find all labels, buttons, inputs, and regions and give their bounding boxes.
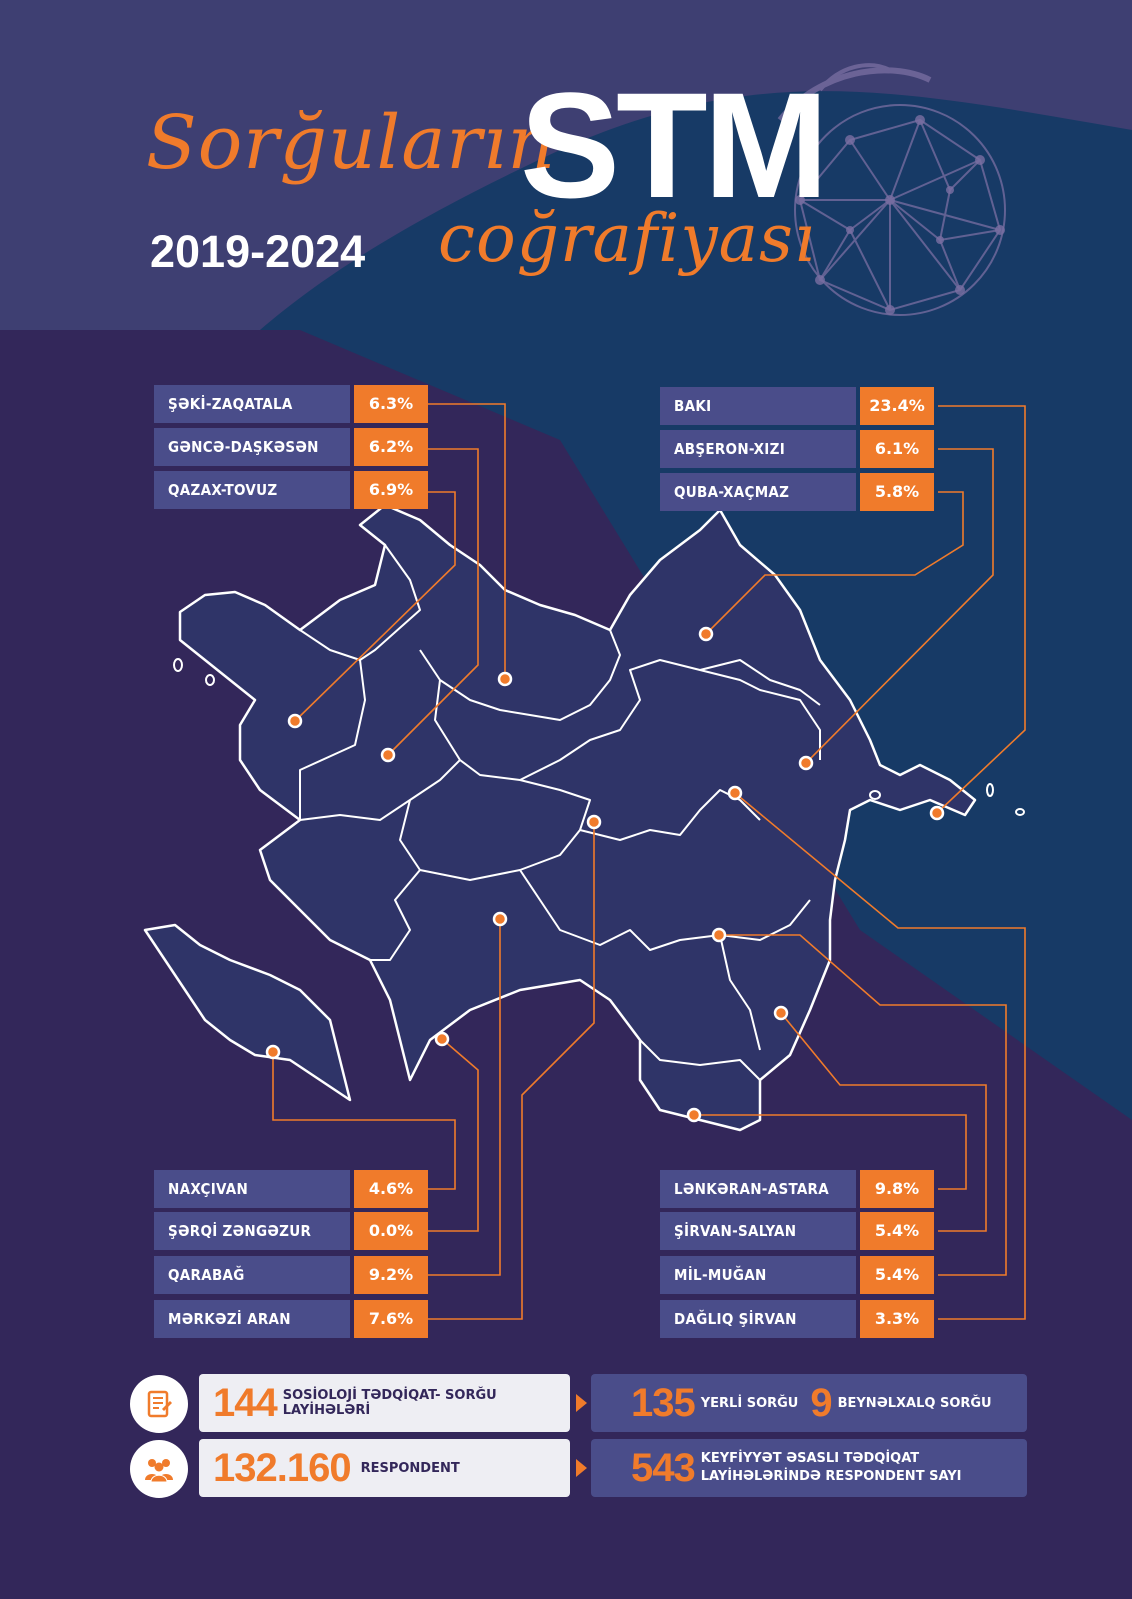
- region-name: GƏNCƏ-DAŞKƏSƏN: [154, 428, 350, 466]
- region-name: BAKI: [660, 387, 856, 425]
- dot-baki: [929, 805, 945, 821]
- region-name: MİL-MUĞAN: [660, 1256, 856, 1294]
- connector-gence: [387, 448, 479, 756]
- region-value: 6.9%: [354, 471, 428, 509]
- connector-quba: [705, 491, 964, 635]
- region-seki-zaqatala: ŞƏKİ-ZAQATALA 6.3%: [154, 385, 428, 423]
- dot-seki: [497, 671, 513, 687]
- connector-sirvan: [780, 1012, 987, 1232]
- region-value: 6.3%: [354, 385, 428, 423]
- connector-seki: [428, 403, 506, 679]
- arrow-right-icon: [576, 1394, 587, 1412]
- region-serqi-zengezur: ŞƏRQİ ZƏNGƏZUR 0.0%: [154, 1212, 428, 1250]
- connector-serqi: [428, 1038, 479, 1232]
- connector-abseron: [805, 448, 994, 764]
- dot-qarabag: [492, 911, 508, 927]
- region-value: 9.2%: [354, 1256, 428, 1294]
- region-dagliq-sirvan: DAĞLIQ ŞİRVAN 3.3%: [660, 1300, 934, 1338]
- network-globe-icon: [777, 63, 1006, 316]
- qualitative-stat: 543 KEYFİYYƏT ƏSASLI TƏDQİQAT LAYİHƏLƏRİ…: [591, 1439, 1027, 1497]
- region-name: ŞİRVAN-SALYAN: [660, 1212, 856, 1250]
- region-name: LƏNKƏRAN-ASTARA: [660, 1170, 856, 1208]
- projects-label: SOSİOLOJİ TƏDQİQAT- SORĞU LAYİHƏLƏRİ: [282, 1388, 497, 1418]
- region-name: ŞƏRQİ ZƏNGƏZUR: [154, 1212, 350, 1250]
- dot-abseron: [798, 755, 814, 771]
- connector-qazax: [294, 491, 456, 722]
- region-qarabag: QARABAĞ 9.2%: [154, 1256, 428, 1294]
- dot-dagliq: [727, 785, 743, 801]
- dot-merkezi: [586, 814, 602, 830]
- region-value: 7.6%: [354, 1300, 428, 1338]
- qualitative-label-line-1: KEYFİYYƏT ƏSASLI TƏDQİQAT: [700, 1451, 920, 1466]
- connector-mil: [719, 934, 1007, 1276]
- projects-stat: 144 SOSİOLOJİ TƏDQİQAT- SORĞU LAYİHƏLƏRİ: [199, 1374, 570, 1432]
- region-naxcivan: NAXÇIVAN 4.6%: [154, 1170, 428, 1208]
- qualitative-label-line-2: LAYİHƏLƏRİNDƏ RESPONDENT SAYI: [700, 1469, 962, 1484]
- region-name: ŞƏKİ-ZAQATALA: [154, 385, 350, 423]
- region-name: NAXÇIVAN: [154, 1170, 350, 1208]
- region-value: 5.4%: [860, 1212, 934, 1250]
- region-value: 6.2%: [354, 428, 428, 466]
- region-value: 0.0%: [354, 1212, 428, 1250]
- region-qazax-tovuz: QAZAX-TOVUZ 6.9%: [154, 471, 428, 509]
- connector-baki: [936, 405, 1026, 814]
- respondents-label: RESPONDENT: [360, 1460, 460, 1476]
- region-value: 6.1%: [860, 430, 934, 468]
- region-name: QAZAX-TOVUZ: [154, 471, 350, 509]
- region-sirvan-salyan: ŞİRVAN-SALYAN 5.4%: [660, 1212, 934, 1250]
- region-name: DAĞLIQ ŞİRVAN: [660, 1300, 856, 1338]
- dot-sirvan: [773, 1005, 789, 1021]
- title-brand: STM: [520, 61, 829, 229]
- dot-naxcivan: [265, 1044, 281, 1060]
- region-baki: BAKI 23.4%: [660, 387, 934, 425]
- dot-gence: [380, 747, 396, 763]
- connector-lenkeran: [694, 1114, 967, 1190]
- region-lenkeran-astara: LƏNKƏRAN-ASTARA 9.8%: [660, 1170, 934, 1208]
- dot-serqi: [434, 1031, 450, 1047]
- region-value: 5.8%: [860, 473, 934, 511]
- dot-quba: [698, 626, 714, 642]
- region-name: QUBA-XAÇMAZ: [660, 473, 856, 511]
- map-naxcivan: [143, 923, 352, 1102]
- region-value: 3.3%: [860, 1300, 934, 1338]
- header: Sorğuların STM coğrafiyası 2019-2024: [0, 0, 1132, 340]
- surveys-stat: 135 YERLİ SORĞU 9 BEYNƏLXALQ SORĞU: [591, 1374, 1027, 1432]
- region-merkezi-aran: MƏRKƏZİ ARAN 7.6%: [154, 1300, 428, 1338]
- region-quba-xacmaz: QUBA-XAÇMAZ 5.8%: [660, 473, 934, 511]
- connector-merkezi: [428, 822, 595, 1320]
- arrow-right-icon: [576, 1459, 587, 1477]
- dot-mil: [711, 927, 727, 943]
- intl-count: 9: [810, 1380, 832, 1425]
- dot-lenkeran: [686, 1107, 702, 1123]
- region-gence-daskesen: GƏNCƏ-DAŞKƏSƏN 6.2%: [154, 428, 428, 466]
- region-value: 5.4%: [860, 1256, 934, 1294]
- region-name: ABŞERON-XIZI: [660, 430, 856, 468]
- respondents-stat: 132.160 RESPONDENT: [199, 1439, 570, 1497]
- people-icon: [130, 1440, 188, 1498]
- document-icon: [130, 1375, 188, 1433]
- qualitative-count: 543: [631, 1445, 696, 1490]
- local-label: YERLİ SORĞU: [700, 1395, 799, 1411]
- region-value: 9.8%: [860, 1170, 934, 1208]
- respondents-count: 132.160: [213, 1445, 352, 1490]
- region-abseron-xizi: ABŞERON-XIZI 6.1%: [660, 430, 934, 468]
- title-script-2: coğrafiyası: [438, 200, 816, 277]
- map-mainland: [178, 503, 977, 1132]
- local-count: 135: [631, 1380, 696, 1425]
- connector-dagliq: [734, 792, 1026, 1320]
- connector-naxcivan: [272, 1052, 456, 1190]
- region-name: MƏRKƏZİ ARAN: [154, 1300, 350, 1338]
- years: 2019-2024: [150, 226, 366, 277]
- region-mil-mugan: MİL-MUĞAN 5.4%: [660, 1256, 934, 1294]
- region-value: 4.6%: [354, 1170, 428, 1208]
- dot-qazax: [287, 713, 303, 729]
- region-value: 23.4%: [860, 387, 934, 425]
- intl-label: BEYNƏLXALQ SORĞU: [837, 1395, 992, 1411]
- qualitative-label: KEYFİYYƏT ƏSASLI TƏDQİQAT LAYİHƏLƏRİNDƏ …: [701, 1450, 962, 1486]
- title-script-1: Sorğuların: [146, 100, 557, 186]
- region-name: QARABAĞ: [154, 1256, 350, 1294]
- connector-qarabag: [428, 919, 501, 1276]
- projects-count: 144: [213, 1380, 278, 1425]
